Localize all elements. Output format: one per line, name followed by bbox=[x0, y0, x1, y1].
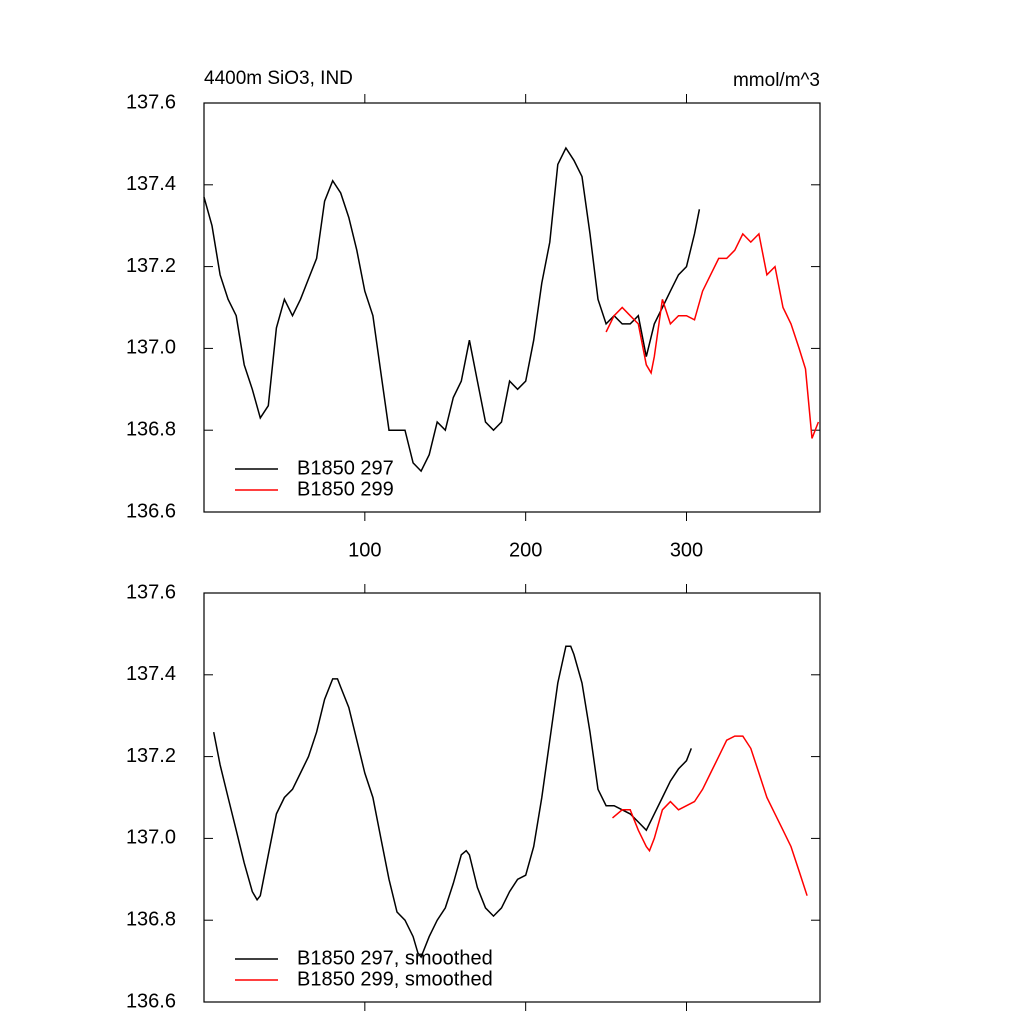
y-tick-label: 136.6 bbox=[126, 500, 176, 522]
y-tick-label: 136.6 bbox=[126, 990, 176, 1012]
chart-title: 4400m SiO3, IND bbox=[204, 68, 353, 89]
y-tick-label: 137.2 bbox=[126, 255, 176, 277]
y-tick-label: 137.6 bbox=[126, 91, 176, 113]
x-tick-label: 200 bbox=[509, 539, 542, 561]
legend-label: B1850 299, smoothed bbox=[297, 968, 493, 990]
legend-label: B1850 297 bbox=[297, 457, 394, 479]
plot-frame bbox=[203, 592, 821, 1003]
plot-frame bbox=[203, 102, 821, 513]
y-tick-label: 137.4 bbox=[126, 663, 176, 685]
y-tick-label: 137.0 bbox=[126, 337, 176, 359]
y-tick-label: 137.0 bbox=[126, 827, 176, 849]
legend-label: B1850 297, smoothed bbox=[297, 947, 493, 969]
y-tick-label: 136.8 bbox=[126, 908, 176, 930]
y-tick-label: 137.4 bbox=[126, 173, 176, 195]
y-tick-label: 136.8 bbox=[126, 418, 176, 440]
legend-label: B1850 299 bbox=[297, 478, 394, 500]
units-label: mmol/m^3 bbox=[733, 70, 820, 91]
x-tick-label: 100 bbox=[348, 539, 381, 561]
series-line bbox=[605, 232, 820, 439]
y-tick-label: 137.2 bbox=[126, 745, 176, 767]
y-tick-label: 137.6 bbox=[126, 581, 176, 603]
series-line bbox=[212, 645, 692, 959]
series-line bbox=[612, 735, 808, 896]
x-tick-label: 300 bbox=[670, 539, 703, 561]
series-line bbox=[203, 146, 701, 473]
